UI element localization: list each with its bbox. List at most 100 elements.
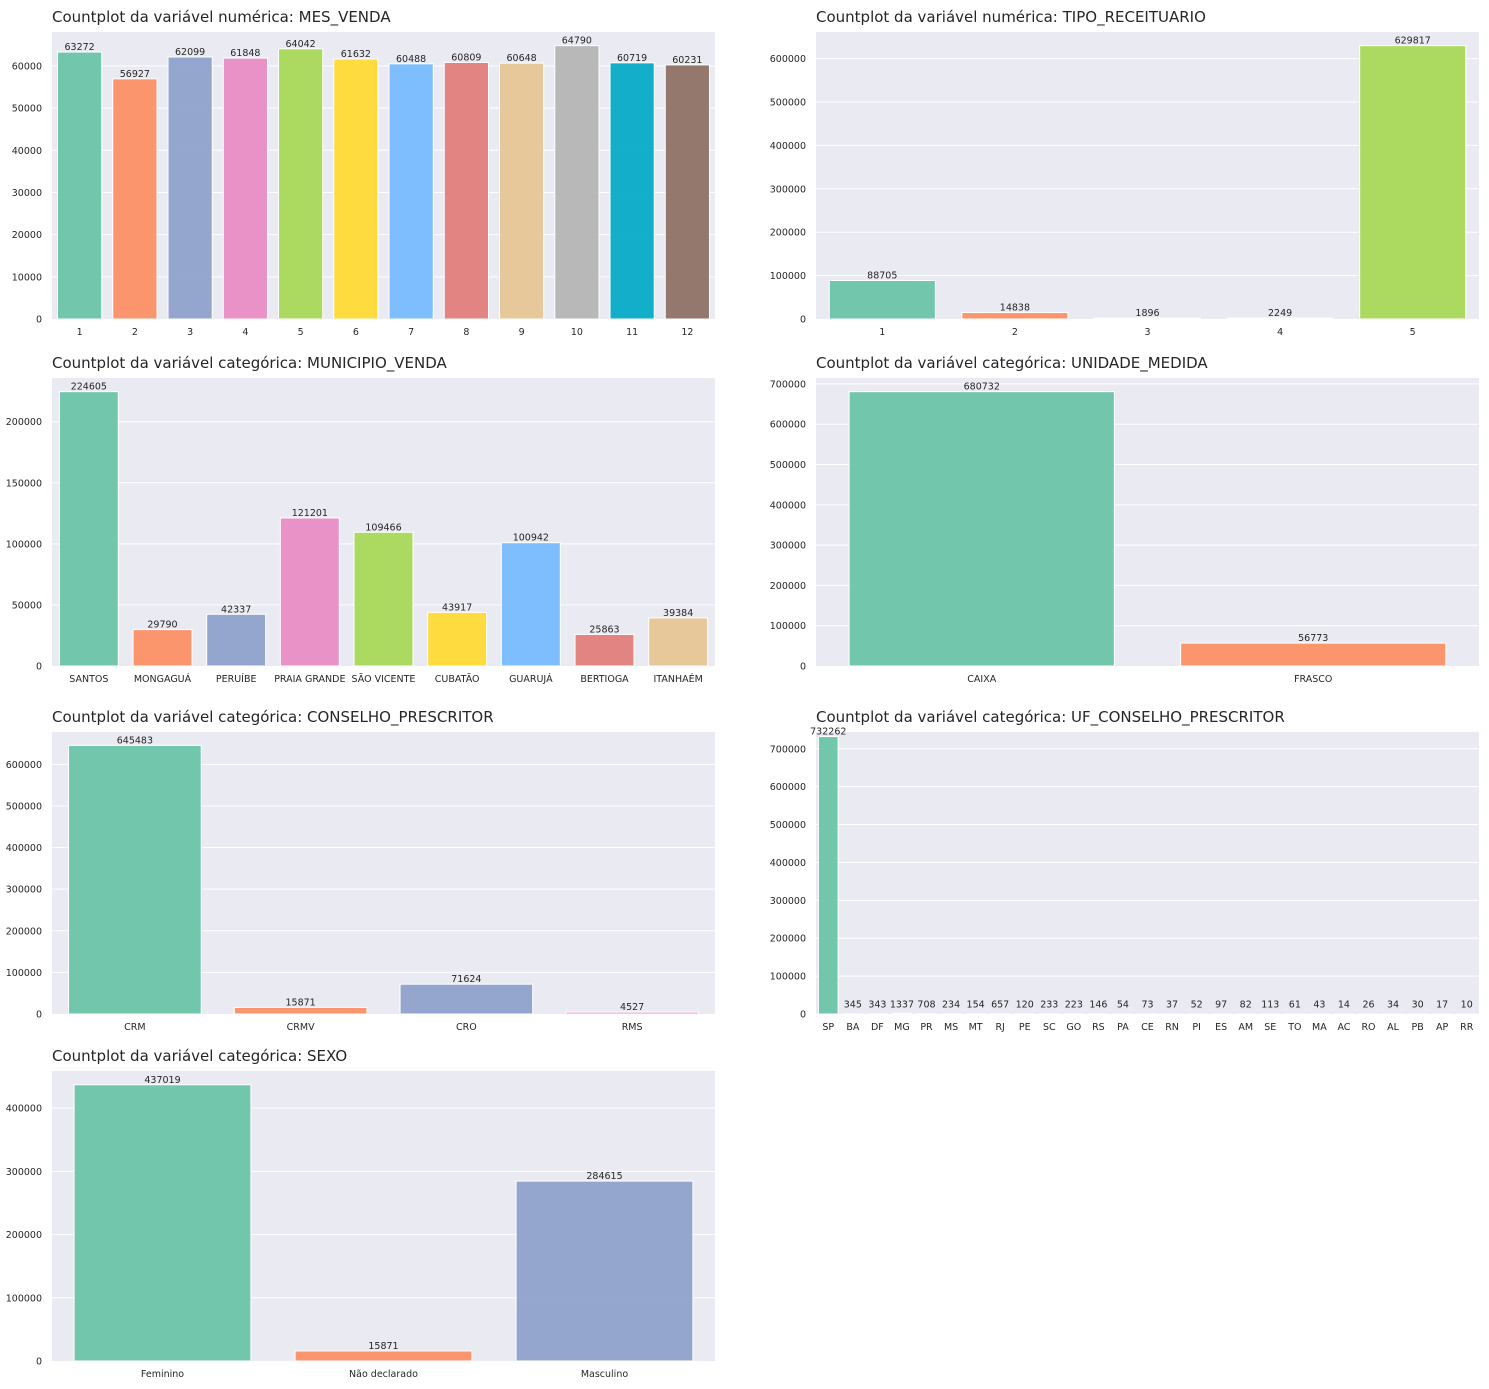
x-tick-label: PR bbox=[920, 1022, 933, 1033]
bar-masculino bbox=[515, 1180, 694, 1362]
x-tick-label: PERUÍBE bbox=[216, 673, 257, 685]
bar-cubatão bbox=[427, 611, 488, 667]
value-label: 60809 bbox=[451, 52, 481, 63]
x-tick-label: RJ bbox=[995, 1022, 1004, 1033]
y-tick-label: 50000 bbox=[12, 104, 42, 115]
chart-1: Countplot da variável numérica: MES_VEND… bbox=[12, 8, 715, 338]
x-tick-label: 3 bbox=[1144, 327, 1150, 338]
value-label: 343 bbox=[868, 999, 886, 1010]
value-label: 121201 bbox=[292, 508, 328, 519]
x-tick-label: 6 bbox=[353, 327, 359, 338]
bar-itanhaém bbox=[648, 617, 709, 667]
y-tick-label: 200000 bbox=[770, 581, 806, 592]
y-tick-label: 300000 bbox=[770, 896, 806, 907]
x-tick-label: BA bbox=[846, 1022, 860, 1033]
bar-são-vicente bbox=[353, 531, 414, 667]
bar-6 bbox=[333, 58, 379, 320]
value-label: 113 bbox=[1261, 999, 1279, 1010]
bar-cro bbox=[399, 983, 534, 1015]
chart-4: Countplot da variável categórica: UNIDAD… bbox=[770, 354, 1479, 685]
x-tick-label: 7 bbox=[408, 327, 414, 338]
bar-2 bbox=[961, 312, 1069, 320]
bar-8 bbox=[443, 61, 489, 320]
chart-2: Countplot da variável numérica: TIPO_REC… bbox=[770, 8, 1479, 338]
y-tick-label: 600000 bbox=[770, 54, 806, 65]
x-tick-label: 5 bbox=[1410, 327, 1416, 338]
y-tick-label: 0 bbox=[800, 1010, 806, 1021]
chart-title: Countplot da variável numérica: MES_VEND… bbox=[52, 8, 391, 27]
value-label: 14838 bbox=[1000, 303, 1030, 314]
x-tick-label: PI bbox=[1192, 1022, 1201, 1033]
chart-3: Countplot da variável categórica: MUNICI… bbox=[6, 354, 715, 685]
y-tick-label: 30000 bbox=[12, 188, 42, 199]
value-label: 60488 bbox=[396, 54, 426, 65]
x-tick-label: CUBATÃO bbox=[435, 674, 480, 685]
x-tick-label: AP bbox=[1436, 1022, 1448, 1033]
bar-5 bbox=[278, 48, 324, 320]
x-tick-label: PRAIA GRANDE bbox=[274, 674, 345, 685]
value-label: 25863 bbox=[589, 624, 619, 635]
bar-2 bbox=[112, 78, 158, 320]
value-label: 43 bbox=[1313, 999, 1325, 1010]
value-label: 223 bbox=[1065, 999, 1083, 1010]
chart-title: Countplot da variável categórica: MUNICI… bbox=[52, 354, 448, 373]
value-label: 54 bbox=[1117, 999, 1129, 1010]
x-tick-label: RO bbox=[1361, 1022, 1375, 1033]
x-tick-label: 2 bbox=[1012, 327, 1018, 338]
value-label: 146 bbox=[1089, 999, 1107, 1010]
value-label: 26 bbox=[1362, 999, 1374, 1010]
y-tick-label: 100000 bbox=[6, 539, 42, 550]
bar-3 bbox=[1093, 317, 1202, 320]
value-label: 233 bbox=[1040, 999, 1058, 1010]
value-label: 645483 bbox=[117, 735, 153, 746]
y-tick-label: 500000 bbox=[6, 801, 42, 812]
plot-area bbox=[816, 732, 1479, 1014]
x-tick-label: RN bbox=[1165, 1022, 1179, 1033]
x-tick-label: 11 bbox=[626, 327, 638, 338]
chart-5: Countplot da variável categórica: CONSEL… bbox=[6, 708, 715, 1033]
value-label: 15871 bbox=[286, 997, 316, 1008]
value-label: 437019 bbox=[144, 1075, 180, 1086]
y-tick-label: 60000 bbox=[12, 61, 42, 72]
x-tick-label: RS bbox=[1092, 1022, 1105, 1033]
value-label: 61848 bbox=[230, 48, 260, 59]
bar-frasco bbox=[1180, 642, 1447, 667]
bar-11 bbox=[609, 62, 655, 320]
bar-12 bbox=[664, 64, 710, 320]
x-tick-label: CRM bbox=[124, 1022, 145, 1033]
x-tick-label: 3 bbox=[187, 327, 193, 338]
x-tick-label: PA bbox=[1117, 1022, 1129, 1033]
x-tick-label: 5 bbox=[298, 327, 304, 338]
bar-9 bbox=[499, 62, 545, 320]
x-tick-label: CRMV bbox=[287, 1022, 315, 1033]
value-label: 82 bbox=[1240, 999, 1252, 1010]
chart-title: Countplot da variável categórica: SEXO bbox=[52, 1047, 347, 1065]
x-tick-label: MA bbox=[1312, 1022, 1327, 1033]
value-label: 680732 bbox=[964, 382, 1000, 393]
x-tick-label: CAIXA bbox=[967, 674, 996, 685]
x-tick-label: 12 bbox=[681, 327, 693, 338]
x-tick-label: GUARUJÁ bbox=[509, 673, 553, 685]
x-tick-label: AM bbox=[1238, 1022, 1253, 1033]
y-tick-label: 300000 bbox=[6, 885, 42, 896]
y-tick-label: 700000 bbox=[770, 744, 806, 755]
x-tick-label: CE bbox=[1141, 1022, 1154, 1033]
value-label: 61 bbox=[1289, 999, 1301, 1010]
x-tick-label: Feminino bbox=[141, 1369, 184, 1380]
y-tick-label: 100000 bbox=[770, 972, 806, 983]
chart-title: Countplot da variável categórica: CONSEL… bbox=[52, 708, 494, 727]
x-tick-label: SC bbox=[1043, 1022, 1056, 1033]
x-tick-label: DF bbox=[871, 1022, 884, 1033]
x-tick-label: TO bbox=[1287, 1022, 1301, 1033]
bar-7 bbox=[388, 63, 434, 320]
value-label: 60231 bbox=[672, 55, 702, 66]
x-tick-label: MT bbox=[969, 1022, 983, 1033]
value-label: 120 bbox=[1016, 999, 1034, 1010]
value-label: 63272 bbox=[65, 42, 95, 53]
value-label: 37 bbox=[1166, 999, 1178, 1010]
value-label: 2249 bbox=[1268, 308, 1292, 319]
x-tick-label: PE bbox=[1019, 1022, 1031, 1033]
value-label: 29790 bbox=[147, 620, 177, 631]
y-tick-label: 700000 bbox=[770, 379, 806, 390]
x-tick-label: 1 bbox=[77, 327, 83, 338]
